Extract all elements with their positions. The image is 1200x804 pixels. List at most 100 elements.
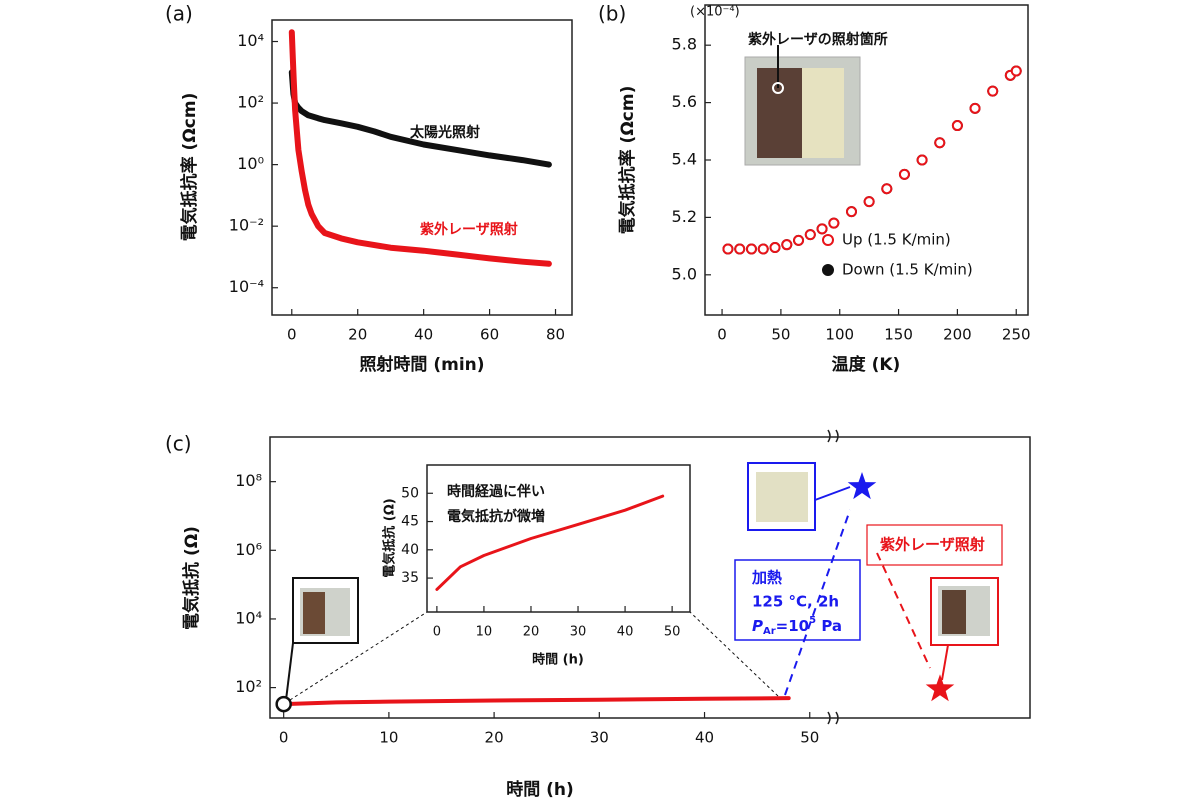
pointer (941, 644, 949, 681)
annotation: 紫外レーザの照射箇所 (748, 31, 888, 48)
point (951, 120, 963, 132)
point (769, 242, 781, 254)
x-tick-label: 80 (546, 326, 565, 344)
y-axis-label: 電気抵抗率 (Ωcm) (179, 93, 200, 242)
x-axis-label: 照射時間 (min) (359, 354, 484, 375)
y-tick-label: 10⁰ (237, 154, 264, 173)
y-tick-label: 10² (237, 93, 264, 112)
axes-frame (269, 436, 1031, 719)
legend-marker (822, 264, 834, 276)
y-axis-label: 電気抵抗 (Ω) (382, 498, 398, 577)
arrow (876, 552, 931, 669)
x-tick-label: 40 (414, 326, 433, 344)
annotation: 電気抵抗が微増 (447, 508, 545, 525)
point (757, 243, 769, 255)
point (734, 243, 746, 255)
y-tick-label: 10⁴ (235, 608, 262, 627)
pointer (814, 486, 851, 501)
start-point (275, 695, 292, 713)
annotation: PAr=105 Pa (752, 615, 842, 637)
point (828, 217, 840, 229)
x-tick-label: 20 (348, 326, 367, 344)
x-axis-label: 時間 (h) (506, 779, 574, 800)
point (969, 102, 981, 114)
y-tick-label: 10⁸ (235, 471, 262, 490)
x-axis-label: 温度 (K) (832, 354, 901, 375)
annotation-part: =10 (776, 617, 809, 635)
x-tick-label: 10 (379, 729, 398, 747)
uv-box (866, 524, 1003, 566)
annotation: 125 °C, 2h (752, 593, 839, 611)
panel-label: (c) (165, 432, 192, 456)
point (881, 183, 893, 195)
annotation: 加熱 (751, 569, 782, 587)
x-tick-label: 0 (433, 625, 441, 640)
annotation: 紫外レーザ照射 (880, 536, 985, 554)
point (845, 206, 857, 218)
annotation: 太陽光照射 (410, 124, 480, 141)
arrow (784, 509, 851, 696)
annotation-part: 5 (809, 615, 816, 626)
pointer (285, 642, 294, 701)
annotation: 時間経過に伴い (447, 483, 545, 500)
annotation: 紫外レーザ照射 (420, 221, 518, 238)
y-tick-label: 5.6 (672, 92, 697, 111)
x-axis-label: 時間 (h) (532, 652, 584, 668)
legend-label: Up (1.5 K/min) (842, 231, 951, 249)
panel-label: (a) (165, 2, 193, 26)
point (863, 196, 875, 208)
x-tick-label: 40 (695, 729, 714, 747)
star-point (925, 674, 955, 702)
heating-box (734, 559, 861, 641)
x-tick-label: 250 (1002, 326, 1031, 344)
x-tick-label: 50 (664, 625, 681, 640)
point (916, 154, 928, 166)
annotation-part: Ar (763, 626, 776, 637)
x-tick-label: 60 (480, 326, 499, 344)
photo-dark (942, 590, 966, 634)
y-axis-label: 電気抵抗 (Ω) (181, 526, 202, 630)
y-axis-label: 電気抵抗率 (Ωcm) (617, 86, 638, 235)
x-tick-label: 100 (825, 326, 854, 344)
x-tick-label: 30 (590, 729, 609, 747)
axis-break (827, 429, 839, 725)
point (987, 85, 999, 97)
y-tick-label: 10² (235, 677, 262, 696)
point (1010, 65, 1022, 77)
y-tick-label: 45 (401, 514, 419, 530)
y-tick-label: 5.2 (672, 207, 697, 226)
photo-dark (757, 68, 802, 158)
zoom-line (689, 611, 779, 697)
x-tick-label: 0 (279, 729, 289, 747)
point (898, 168, 910, 180)
photo-light (802, 68, 844, 158)
point (816, 223, 828, 235)
annotation-part: P (752, 617, 763, 635)
point (793, 234, 805, 246)
x-tick-label: 40 (617, 625, 634, 640)
photo-dark (303, 592, 325, 634)
x-tick-label: 150 (884, 326, 913, 344)
line (281, 696, 791, 707)
point (804, 229, 816, 241)
point (745, 243, 757, 255)
inset-bg (427, 465, 690, 612)
photo (756, 472, 808, 522)
legend-marker (822, 234, 834, 246)
x-tick-label: 0 (287, 326, 297, 344)
x-tick-label: 10 (476, 625, 493, 640)
y-tick-label: 10⁻² (229, 216, 264, 235)
x-tick-label: 50 (800, 729, 819, 747)
y-tick-label: 10⁶ (235, 540, 262, 559)
line (435, 494, 665, 591)
pointer-dot (772, 82, 784, 94)
x-tick-label: 20 (523, 625, 540, 640)
y-tick-label: 10⁴ (237, 31, 264, 50)
y-tick-label: 35 (401, 570, 419, 586)
panel-label: (b) (598, 2, 626, 26)
x-tick-label: 50 (771, 326, 790, 344)
y-tick-label: 5.0 (672, 264, 697, 283)
line (288, 29, 552, 267)
y-tick-label: 10⁻⁴ (229, 277, 264, 296)
